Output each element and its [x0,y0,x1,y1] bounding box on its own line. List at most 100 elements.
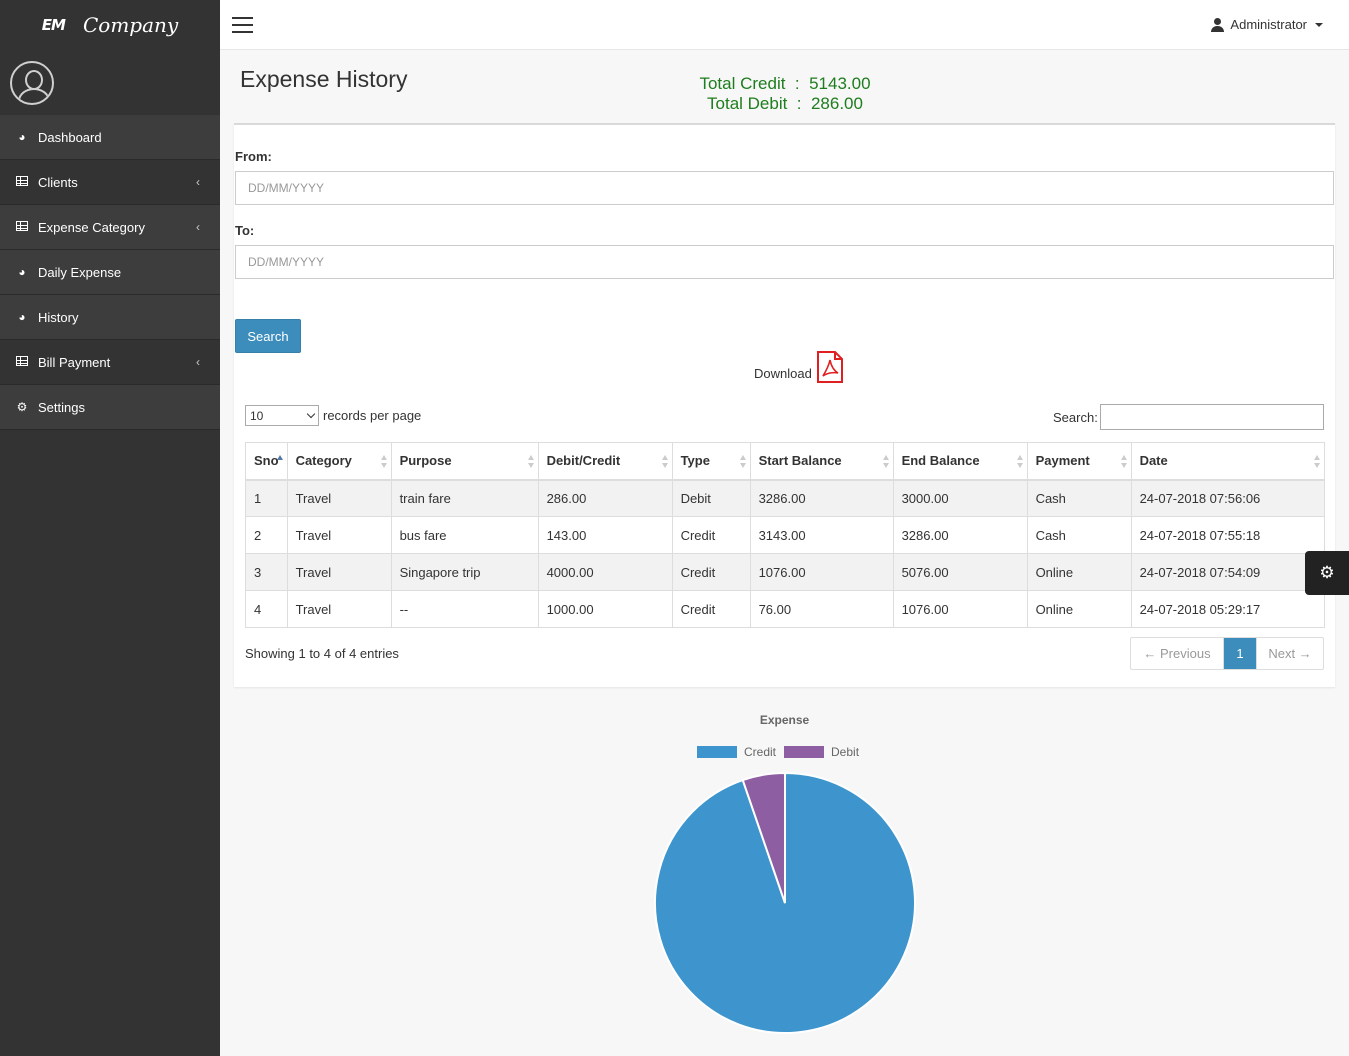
table-cell: Travel [286,553,392,591]
column-header-debit-credit[interactable]: Debit/Credit [537,442,673,481]
to-label: To: [235,223,255,238]
table-cell: Credit [671,553,751,591]
legend-swatch-debit [784,746,825,758]
table-cell: 24-07-2018 07:55:18 [1130,516,1326,554]
expense-chart: Expense Credit Debit [234,700,1335,1056]
gear-icon: ⚙ [1319,563,1335,582]
table-cell: Cash [1026,479,1132,517]
column-header-payment[interactable]: Payment [1026,442,1132,481]
column-header-start-balance[interactable]: Start Balance [749,442,894,481]
table-cell: 4000.00 [537,553,673,591]
sidebar-item-clients[interactable]: Clients ‹ [0,160,220,205]
sidebar-item-bill-payment[interactable]: Bill Payment ‹ [0,340,220,385]
table-info: Showing 1 to 4 of 4 entries [245,646,399,661]
legend-entry-credit[interactable]: Credit [697,745,776,759]
caret-down-icon [1315,22,1323,27]
page-1-button[interactable]: 1 [1224,638,1256,669]
previous-page-button[interactable]: ← Previous [1131,638,1224,669]
sort-icon [1120,455,1127,468]
search-button[interactable]: Search [235,319,301,353]
chart-legend: Credit Debit [697,745,867,759]
column-header-purpose[interactable]: Purpose [390,442,539,481]
chevron-left-icon: ‹ [196,355,200,369]
table-cell: 1076.00 [892,590,1028,628]
column-header-date[interactable]: Date [1130,442,1326,481]
table-icon [15,175,29,189]
table-search-input[interactable] [1100,404,1324,430]
sidebar-item-daily-expense[interactable]: ◕ Daily Expense [0,250,220,295]
sidebar-item-label: Bill Payment [38,354,111,370]
sort-icon [1314,455,1320,468]
brand-logo[interactable]: EM Company [0,0,220,50]
table-cell: 1076.00 [749,553,894,591]
chevron-left-icon: ‹ [196,175,200,189]
sidebar-item-history[interactable]: ◕ History [0,295,220,340]
table-header-row: Sno Category Purpose Debit/Credit Type S… [245,442,1326,481]
from-label: From: [235,149,272,164]
table-cell: Online [1026,553,1132,591]
table-cell: 1000.00 [537,590,673,628]
table-cell: 3 [245,553,288,591]
table-cell: Cash [1026,516,1132,554]
total-credit: Total Credit : 5143.00 [699,74,871,93]
from-date-input[interactable] [235,171,1334,205]
download-pdf-link[interactable]: Download [754,351,844,383]
topbar: Administrator [220,0,1349,50]
sort-icon [380,455,387,468]
column-header-type[interactable]: Type [671,442,751,481]
records-per-page-select[interactable]: 10 [245,405,319,426]
total-credit-value: 5143.00 [809,74,871,93]
user-name: Administrator [1230,17,1307,32]
table-cell: 2 [245,516,288,554]
sidebar-item-label: Dashboard [38,129,102,145]
column-header-sno[interactable]: Sno [245,442,288,481]
next-page-button[interactable]: Next → [1256,638,1323,669]
table-cell: 3286.00 [749,479,894,517]
table-cell: 5076.00 [892,553,1028,591]
settings-toggle[interactable]: ⚙ [1305,551,1349,595]
table-search-label: Search: [1053,410,1098,425]
sidebar-item-label: Clients [38,174,78,190]
total-debit-value: 286.00 [810,94,863,113]
table-cell: Singapore trip [390,553,539,591]
column-header-category[interactable]: Category [286,442,392,481]
table-cell: Travel [286,479,392,517]
sidebar-item-label: Expense Category [38,219,145,235]
sidebar-item-label: Settings [38,399,85,415]
sidebar-item-settings[interactable]: ⚙ Settings [0,385,220,430]
table-cell: Credit [671,590,751,628]
sort-asc-icon [276,455,283,468]
table-row: 3 Travel Singapore trip 4000.00 Credit 1… [245,553,1326,591]
pie-chart [654,771,916,1034]
table-icon [15,220,29,234]
sort-icon [527,455,534,468]
to-date-input[interactable] [235,245,1334,279]
table-cell: 143.00 [537,516,673,554]
table-cell: 76.00 [749,590,894,628]
user-menu[interactable]: Administrator [1210,17,1323,32]
brand-mark: EM [41,16,66,34]
history-panel: From: To: Search Download 10 records per… [234,123,1335,687]
column-header-end-balance[interactable]: End Balance [892,442,1028,481]
sidebar-item-expense-category[interactable]: Expense Category ‹ [0,205,220,250]
chevron-left-icon: ‹ [196,220,200,234]
sort-icon [739,455,746,468]
records-per-page-label: records per page [323,408,422,423]
legend-entry-debit[interactable]: Debit [784,745,859,759]
pie-slice-debit[interactable] [741,771,786,904]
legend-swatch-credit [697,746,737,758]
user-panel [0,50,220,115]
table-row: 1 Travel train fare 286.00 Debit 3286.00… [245,479,1326,517]
chevron-down-icon [306,409,316,419]
dashboard-icon: ◕ [18,265,26,279]
sidebar-item-dashboard[interactable]: ◕ Dashboard [0,115,220,160]
brand-name: Company [82,13,179,37]
menu-toggle-icon[interactable] [232,17,253,33]
table-row: 4 Travel -- 1000.00 Credit 76.00 1076.00… [245,590,1326,628]
table-cell: 286.00 [537,479,673,517]
sidebar: EM Company ◕ Dashboard Clients ‹ Expense… [0,0,220,1056]
pdf-icon [816,351,843,383]
table-icon [15,355,29,369]
table-cell: Travel [286,516,392,554]
table-cell: 3000.00 [892,479,1028,517]
